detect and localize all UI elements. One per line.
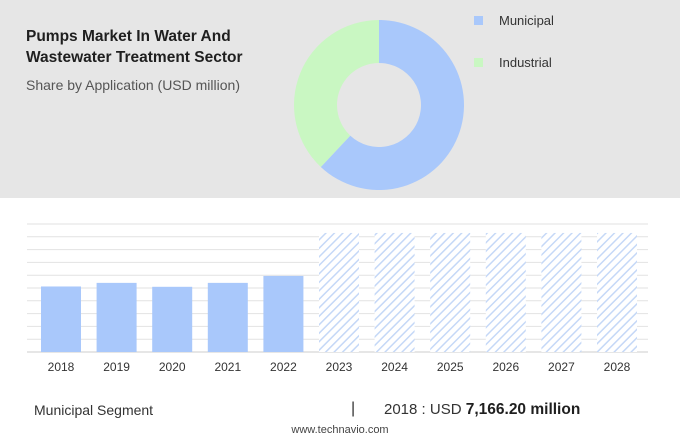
footer-segment-label: Municipal Segment xyxy=(34,402,154,418)
bar-2020 xyxy=(152,286,193,352)
x-tick-label: 2020 xyxy=(159,360,186,374)
forecast-bar-2025 xyxy=(430,232,471,352)
bar-2019 xyxy=(96,282,137,352)
x-tick-label: 2027 xyxy=(548,360,575,374)
footer-year-prefix: 2018 : USD xyxy=(384,401,462,418)
x-tick-label: 2022 xyxy=(270,360,297,374)
x-tick-label: 2025 xyxy=(437,360,464,374)
legend-swatch xyxy=(474,57,483,67)
x-tick-label: 2024 xyxy=(381,360,408,374)
x-tick-label: 2019 xyxy=(103,360,130,374)
legend-item-municipal: Municipal xyxy=(474,12,554,28)
x-tick-labels: 2018 2019 2020 2021 2022 2023 2024 2025 2026 2027… xyxy=(48,360,631,374)
legend-swatch xyxy=(474,15,483,25)
forecast-bar-2024 xyxy=(374,232,415,352)
bar-2018 xyxy=(41,286,81,352)
website-link[interactable]: www.technavio.com xyxy=(291,424,389,436)
forecast-bar-2026 xyxy=(485,232,526,352)
x-tick-label: 2026 xyxy=(492,360,519,374)
bar-2022 xyxy=(263,275,304,352)
donut-chart xyxy=(294,20,464,190)
x-tick-label: 2021 xyxy=(214,360,241,374)
bars xyxy=(41,232,637,352)
donut-slice-municipal xyxy=(320,20,464,190)
x-tick-label: 2023 xyxy=(326,360,353,374)
forecast-bar-2023 xyxy=(319,232,359,352)
chart-subtitle: Share by Application (USD million) xyxy=(26,77,240,93)
forecast-bar-2027 xyxy=(541,232,582,352)
x-tick-label: 2028 xyxy=(604,360,631,374)
chart-title: Pumps Market In Water And Wastewater Tre… xyxy=(26,28,243,66)
legend-label: Municipal xyxy=(499,12,554,28)
footer-amount: 7,166.20 million xyxy=(465,401,581,418)
donut-slice-industrial xyxy=(294,20,379,167)
legend-item-industrial: Industrial xyxy=(474,54,552,70)
x-tick-label: 2018 xyxy=(48,360,75,374)
footer-separator: | xyxy=(351,400,356,417)
bar-2021 xyxy=(207,282,248,352)
bar-chart: 2018 2019 2020 2021 2022 2023 2024 2025 2026 2027… xyxy=(27,223,648,374)
legend-label: Industrial xyxy=(499,54,552,70)
forecast-bar-2028 xyxy=(597,232,637,352)
footer-value: 2018 : USD 7,166.20 million xyxy=(384,401,580,419)
